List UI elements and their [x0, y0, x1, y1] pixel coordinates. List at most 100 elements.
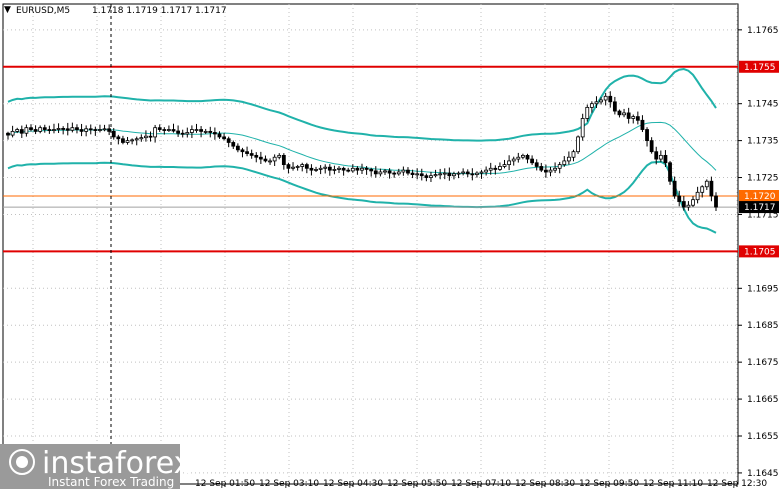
candle-body [33, 129, 38, 132]
time-tick-label: 12 Sep 05:50 [387, 479, 447, 489]
time-tick-label: 12 Sep 07:10 [451, 479, 511, 489]
candle-body [42, 127, 47, 130]
candle-body [281, 154, 286, 166]
candle-body [70, 127, 75, 131]
candle-body [419, 173, 424, 177]
candle-body [470, 173, 475, 176]
candle-body [107, 128, 112, 132]
candle-body [580, 118, 585, 138]
candle-body [332, 169, 337, 171]
candle-body [268, 160, 272, 163]
candle-body [566, 156, 571, 162]
logo-background [0, 444, 180, 489]
candle-body [406, 169, 410, 174]
candle-body [102, 128, 107, 131]
candle-body [130, 139, 135, 142]
candle-body [396, 171, 401, 175]
level-price-label: 1.1755 [744, 63, 776, 73]
candle-body [672, 180, 677, 197]
candle-body [162, 129, 167, 131]
candle-body [654, 151, 659, 160]
candle-body [300, 164, 305, 167]
time-tick-label: 12 Sep 01:50 [195, 479, 255, 489]
candle-body [327, 166, 332, 171]
candle-body [295, 166, 300, 168]
candle-body [341, 167, 346, 171]
candle-body [180, 132, 185, 135]
candle-body [98, 129, 102, 131]
candle-body [686, 204, 691, 208]
candle-body [557, 164, 562, 169]
candle-body [433, 174, 438, 177]
candle-body [222, 136, 226, 140]
bid-price-label: 1.1717 [744, 203, 776, 213]
candle-body [254, 154, 259, 158]
candle-body [585, 106, 590, 119]
instaforex-logo: instaforex Instant Forex Trading [0, 444, 191, 489]
candle-body [153, 127, 158, 138]
level-price-label: 1.1705 [744, 247, 776, 257]
price-tick-label: 1.1685 [747, 321, 779, 331]
candle-body [387, 170, 392, 174]
candle-body [622, 112, 626, 116]
time-tick-label: 12 Sep 11:10 [643, 479, 703, 489]
menu-arrow-icon[interactable]: ▼ [4, 5, 11, 15]
candle-body [171, 129, 176, 132]
horizontal-levels[interactable]: 1.1755 1.1720 1.1705 1.1717 [3, 60, 779, 258]
candle-body [681, 201, 686, 208]
candle-body [589, 103, 594, 108]
candle-body [323, 166, 328, 169]
candle-body [272, 156, 277, 162]
candle-body [603, 95, 608, 101]
candlesticks [6, 91, 718, 212]
candle-body [608, 95, 613, 103]
candle-body [304, 164, 309, 169]
logo-ring-icon [9, 449, 35, 475]
candle-body [318, 167, 323, 170]
candle-body [525, 154, 530, 160]
candle-body [249, 153, 254, 156]
candle-body [539, 166, 544, 171]
candle-body [88, 128, 93, 131]
candle-body [502, 164, 507, 167]
candle-body [309, 167, 314, 171]
level-price-tag [739, 60, 779, 73]
candle-body [364, 167, 369, 170]
candle-body [415, 173, 420, 176]
candle-body [199, 129, 203, 132]
candle-body [521, 154, 525, 158]
time-axis: 12 Sep 01:50 12 Sep 03:10 12 Sep 04:30 12 S… [195, 479, 767, 489]
candle-body [479, 171, 484, 174]
candle-body [498, 166, 502, 170]
candle-body [10, 130, 15, 136]
candle-body [79, 129, 84, 132]
candle-body [649, 140, 654, 153]
candle-body [38, 127, 43, 132]
candle-body [56, 128, 61, 130]
candle-body [116, 136, 121, 140]
price-tick-label: 1.1675 [747, 358, 779, 368]
candle-body [263, 158, 268, 162]
candle-body [516, 156, 521, 160]
candle-body [447, 172, 452, 177]
candle-body [452, 173, 456, 177]
candle-body [475, 172, 479, 175]
candle-body [350, 167, 355, 172]
candle-body [111, 130, 116, 138]
candle-body [240, 149, 245, 153]
time-tick-label: 12 Sep 04:30 [323, 479, 383, 489]
candle-body [134, 138, 139, 141]
candle-body [599, 99, 603, 103]
price-tick-label: 1.1715 [747, 210, 779, 220]
candle-body [456, 172, 461, 175]
candle-body [617, 110, 622, 116]
candle-body [429, 175, 433, 178]
candle-body [410, 172, 415, 175]
candle-body [139, 137, 144, 140]
price-tick-label: 1.1765 [747, 26, 779, 36]
candle-body [29, 127, 33, 130]
candle-body [635, 116, 640, 121]
level-price-tag [739, 190, 779, 202]
